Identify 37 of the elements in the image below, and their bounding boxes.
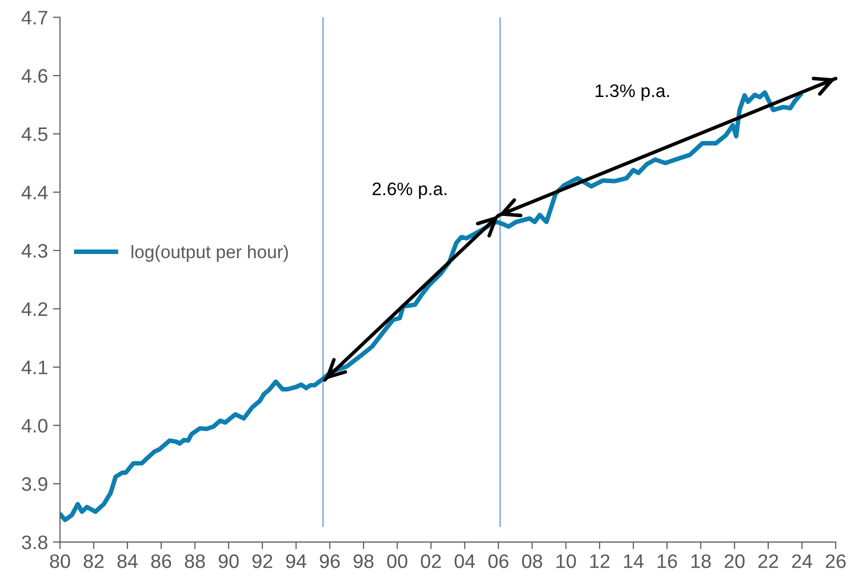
y-tick-label: 4.2: [22, 302, 48, 316]
y-tick-label: 4.7: [22, 10, 48, 24]
x-tick-label: 18: [691, 554, 711, 568]
x-tick-label: 24: [792, 554, 812, 568]
x-tick-label: 26: [826, 554, 846, 568]
x-tick-label: 88: [184, 554, 205, 568]
x-tick-label: 02: [420, 554, 441, 568]
y-tick-label: 4.0: [22, 418, 48, 433]
x-tick-label: 00: [387, 554, 408, 568]
x-tick-label: 84: [117, 554, 138, 568]
y-tick-label: 4.1: [22, 360, 48, 374]
annotation: 2.6% p.a.: [372, 182, 446, 199]
legend-label: log(output per hour): [132, 244, 288, 262]
x-tick-label: 80: [50, 554, 70, 568]
x-tick-label: 16: [658, 554, 678, 568]
x-tick-label: 92: [252, 554, 272, 568]
y-tick-label: 4.5: [22, 128, 48, 142]
x-tick-label: 08: [522, 554, 542, 568]
x-tick-label: 98: [354, 554, 374, 568]
x-tick-label: 86: [151, 554, 172, 568]
y-tick-label: 3.8: [22, 535, 48, 550]
x-tick-label: 22: [758, 554, 778, 568]
x-tick-label: 10: [556, 554, 576, 568]
x-tick-label: 90: [218, 554, 239, 568]
y-tick-label: 4.3: [22, 244, 48, 258]
y-tick-label: 3.9: [22, 477, 48, 491]
x-tick-label: 04: [454, 554, 475, 568]
x-tick-label: 82: [84, 554, 104, 568]
annotation: 1.3% p.a.: [596, 84, 669, 101]
x-tick-label: 94: [286, 554, 306, 568]
x-tick-label: 12: [590, 554, 610, 568]
x-tick-label: 20: [724, 554, 745, 568]
x-tick-label: 06: [488, 554, 508, 568]
x-tick-label: 14: [624, 554, 644, 568]
x-tick-label: 96: [320, 554, 340, 568]
y-tick-label: 4.4: [22, 186, 48, 200]
y-tick-label: 4.6: [22, 69, 48, 83]
